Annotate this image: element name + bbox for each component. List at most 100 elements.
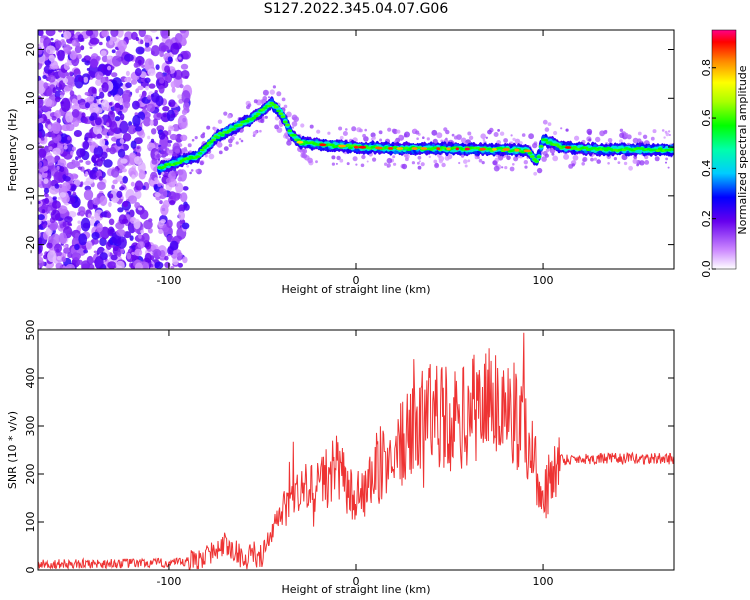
heatmap-noise-blob [52,121,61,134]
colorbar-tick-label: 0.6 [700,109,713,127]
heatmap-halo-dot [260,118,265,124]
heatmap-noise-blob [83,180,91,186]
heatmap-noise-blob [46,88,53,96]
heatmap-noise-blob [122,132,132,142]
heatmap-noise-blob [106,122,110,127]
heatmap-halo-dot [544,153,550,158]
heatmap-noise-blob [65,111,74,123]
heatmap-noise-blob [66,229,71,234]
heatmap-halo-dot [339,135,344,140]
heatmap-halo-dot [481,161,485,165]
heatmap-noise-blob [83,249,88,254]
heatmap-noise-blob [93,250,98,254]
heatmap-noise-blob [155,71,164,80]
heatmap-noise-blob [119,181,124,185]
heatmap-noise-blob [147,68,156,76]
y-tick-label: 10 [24,91,37,105]
heatmap-noise-blob [150,45,160,57]
heatmap-noise-blob [180,134,188,141]
heatmap-noise-blob [71,185,76,192]
heatmap-noise-blob [47,124,52,130]
heatmap-noise-blob [101,82,109,93]
heatmap-noise-blob [89,58,99,69]
heatmap-noise-blob [160,150,167,158]
heatmap-halo-dot [234,120,237,123]
heatmap-noise-blob [83,55,91,62]
heatmap-noise-blob [166,69,171,75]
heatmap-noise-blob [64,216,73,223]
heatmap-noise-blob [131,174,136,180]
heatmap-noise-blob [90,112,98,121]
heatmap-ridge-cell [195,155,201,158]
colorbar-tick-label: 0.4 [700,160,713,178]
heatmap-noise-blob [128,94,132,98]
heatmap-halo-dot [360,163,365,168]
heatmap-noise-blob [77,53,82,60]
heatmap-halo-dot [661,129,665,132]
heatmap-noise-blob [170,126,174,129]
heatmap-halo-dot [302,148,308,154]
heatmap-noise-blob [136,146,140,150]
heatmap-noise-blob [130,79,138,85]
heatmap-noise-blob [140,39,144,45]
heatmap-noise-blob [183,101,190,111]
heatmap-halo-dot [422,136,425,139]
heatmap-halo-dot [223,111,228,116]
heatmap-noise-blob [44,193,49,198]
heatmap-noise-blob [95,172,99,177]
heatmap-halo-dot [386,157,393,164]
heatmap-noise-blob [114,102,121,109]
heatmap-noise-blob [150,93,154,98]
heatmap-halo-dot [652,129,657,134]
heatmap-noise-blob [125,70,130,77]
snr-y-label: SNR (10 * v/v) [6,411,19,489]
heatmap-halo-dot [521,133,526,137]
heatmap-ridge-cell [657,147,663,150]
heatmap-halo-dot [464,164,468,168]
heatmap-halo-dot [327,131,331,135]
heatmap-halo-dot [276,91,282,97]
heatmap-noise-blob [172,192,180,201]
heatmap-halo-dot [532,142,538,149]
heatmap-halo-dot [158,176,162,179]
spectrogram-heatmap [38,30,674,269]
heatmap-noise-blob [99,195,108,207]
heatmap-halo-dot [287,138,291,142]
heatmap-noise-blob [122,201,129,208]
heatmap-noise-blob [70,150,74,156]
heatmap-hotspot [387,147,394,150]
heatmap-halo-dot [468,135,474,140]
heatmap-noise-blob [121,218,129,224]
heatmap-noise-blob [100,76,109,85]
heatmap-noise-blob [178,204,186,213]
heatmap-noise-blob [164,255,169,261]
heatmap-noise-blob [130,181,135,187]
heatmap-noise-blob [133,62,139,68]
heatmap-noise-blob [38,244,41,251]
heatmap-noise-blob [138,207,143,211]
heatmap-noise-blob [92,197,101,206]
heatmap-halo-dot [590,157,594,162]
heatmap-noise-blob [44,98,53,107]
heatmap-halo-dot [206,125,211,130]
heatmap-halo-dot [499,131,505,136]
heatmap-halo-dot [663,136,666,139]
heatmap-halo-dot [667,130,671,133]
heatmap-ridge-cell [186,157,192,161]
heatmap-halo-dot [217,119,223,124]
heatmap-halo-dot [208,153,215,160]
heatmap-noise-blob [74,45,82,54]
heatmap-halo-dot [269,89,275,95]
heatmap-ridge-cell [543,138,549,142]
snr-y-ticks: 0 100 200 300 400 500 [24,320,674,574]
heatmap-hotspot [464,147,470,151]
heatmap-noise-blob [78,206,86,215]
colorbar: 0.0 0.2 0.4 0.6 0.8 Normalized spectral ampl… [700,29,749,278]
heatmap-noise-blob [111,184,115,190]
heatmap-noise-blob [116,190,123,198]
heatmap-noise-blob [170,81,176,89]
heatmap-noise-blob [154,261,164,269]
spectrogram-y-label: Frequency (Hz) [6,109,19,192]
heatmap-halo-dot [417,165,422,170]
heatmap-halo-dot [574,135,580,141]
